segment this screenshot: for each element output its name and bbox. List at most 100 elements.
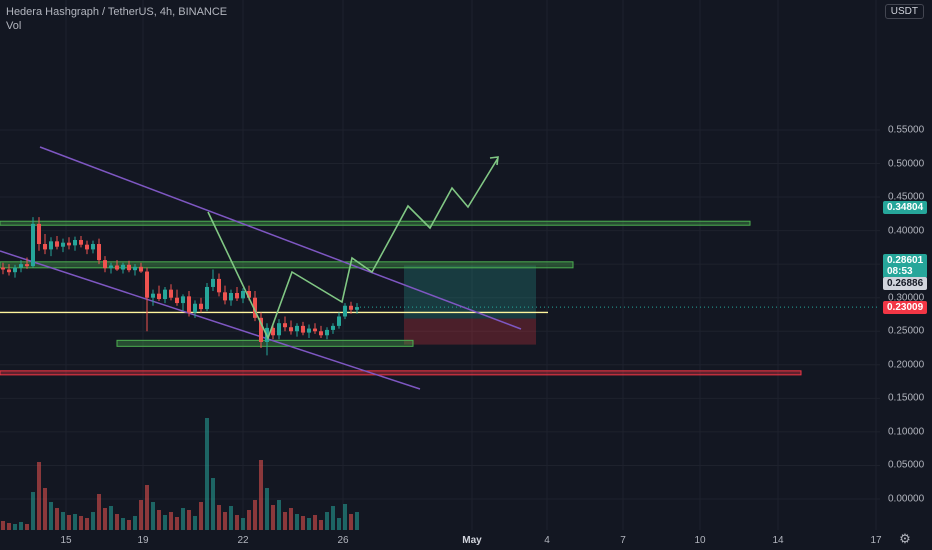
price-tick-label: 0.45000 [888, 191, 925, 203]
candle-body [319, 331, 323, 336]
volume-bar [19, 522, 23, 530]
volume-bar [325, 512, 329, 530]
target-price-tag: 0.34804 [883, 201, 928, 214]
candle-body [301, 325, 305, 333]
volume-bar [295, 514, 299, 530]
candle-body [289, 327, 293, 332]
volume-bar [169, 512, 173, 530]
volume-bar [109, 506, 113, 530]
volume-bar [331, 506, 335, 530]
candle-body [193, 303, 197, 313]
time-tick-label: 19 [137, 535, 149, 546]
candle-body [199, 303, 203, 310]
volume-bar [67, 515, 71, 530]
time-tick-label: 22 [237, 535, 249, 546]
candle-body [115, 265, 119, 270]
candle-body [145, 271, 149, 298]
volume-bar [181, 508, 185, 530]
volume-bar [211, 478, 215, 530]
volume-bar [253, 500, 257, 530]
candle-body [169, 289, 173, 298]
candle-body [19, 264, 23, 268]
volume-bar [139, 500, 143, 530]
candle-body [73, 239, 77, 246]
time-tick-label: 15 [60, 535, 72, 546]
candle-body [349, 305, 353, 310]
resistance-zone-upper [0, 220, 751, 226]
candle-body [13, 267, 17, 273]
volume-bar [55, 508, 59, 530]
candle-body [343, 305, 347, 317]
volume-bar [157, 510, 161, 530]
gear-icon[interactable]: ⚙ [899, 531, 911, 546]
candle-body [235, 293, 239, 299]
volume-bar [31, 492, 35, 530]
price-tick-label: 0.20000 [888, 359, 925, 371]
candle-body [151, 293, 155, 298]
candle-body [43, 244, 47, 250]
volume-bar [301, 516, 305, 530]
last-price-value: 0.28601 [887, 255, 924, 266]
volume-bar [13, 524, 17, 530]
candle-body [253, 297, 257, 318]
volume-bar [79, 516, 83, 530]
price-tick-label: 0.40000 [888, 225, 925, 237]
volume-bar [7, 523, 11, 530]
price-tick-label: 0.15000 [888, 392, 925, 404]
candle-body [355, 307, 359, 310]
volume-indicator-label[interactable]: Vol [6, 20, 22, 32]
volume-bar [259, 460, 263, 530]
volume-bar [1, 521, 5, 530]
bar-countdown: 08:53 [887, 266, 913, 277]
volume-bar [283, 512, 287, 530]
volume-bar [163, 515, 167, 530]
candle-body [295, 325, 299, 332]
price-chart[interactable] [0, 0, 880, 530]
candle-body [61, 242, 65, 247]
candle-body [103, 260, 107, 269]
candle-body [331, 325, 335, 330]
volume-bar [115, 514, 119, 530]
volume-bar [235, 515, 239, 530]
volume-bar [337, 518, 341, 530]
volume-bar [43, 488, 47, 530]
volume-bar [271, 505, 275, 530]
candle-body [211, 278, 215, 287]
volume-bar [199, 502, 203, 530]
candle-body [271, 327, 275, 336]
candle-body [31, 223, 35, 267]
volume-bar [223, 512, 227, 530]
volume-bar [217, 505, 221, 530]
entry-price-tag: 0.26886 [883, 277, 928, 290]
volume-bar [355, 512, 359, 530]
candle-body [313, 328, 317, 332]
candle-body [25, 264, 29, 267]
volume-bar [343, 504, 347, 530]
candle-body [49, 241, 53, 250]
volume-bar [121, 518, 125, 530]
price-tick-label: 0.25000 [888, 325, 925, 337]
volume-bar [25, 524, 29, 530]
volume-bar [277, 500, 281, 530]
price-tick-label: 0.50000 [888, 158, 925, 169]
candle-body [157, 293, 161, 300]
candle-body [91, 244, 95, 250]
candle-body [1, 267, 5, 270]
volume-bar [37, 462, 41, 530]
time-tick-label: 26 [337, 535, 349, 546]
symbol-title[interactable]: Hedera Hashgraph / TetherUS, 4h, BINANCE [6, 6, 228, 18]
candle-body [85, 244, 89, 250]
last-price-tag: 0.28601 08:53 [883, 254, 928, 278]
projection-path [207, 157, 499, 341]
candle-body [205, 286, 209, 310]
candle-body [97, 244, 101, 261]
volume-bar [313, 515, 317, 530]
candle-body [55, 241, 59, 247]
currency-button[interactable]: USDT [884, 4, 924, 19]
volume-bar [319, 520, 323, 530]
position-loss-zone [404, 318, 536, 345]
volume-bar [61, 512, 65, 530]
candle-body [187, 296, 191, 313]
volume-bar [193, 516, 197, 530]
candle-body [163, 289, 167, 300]
